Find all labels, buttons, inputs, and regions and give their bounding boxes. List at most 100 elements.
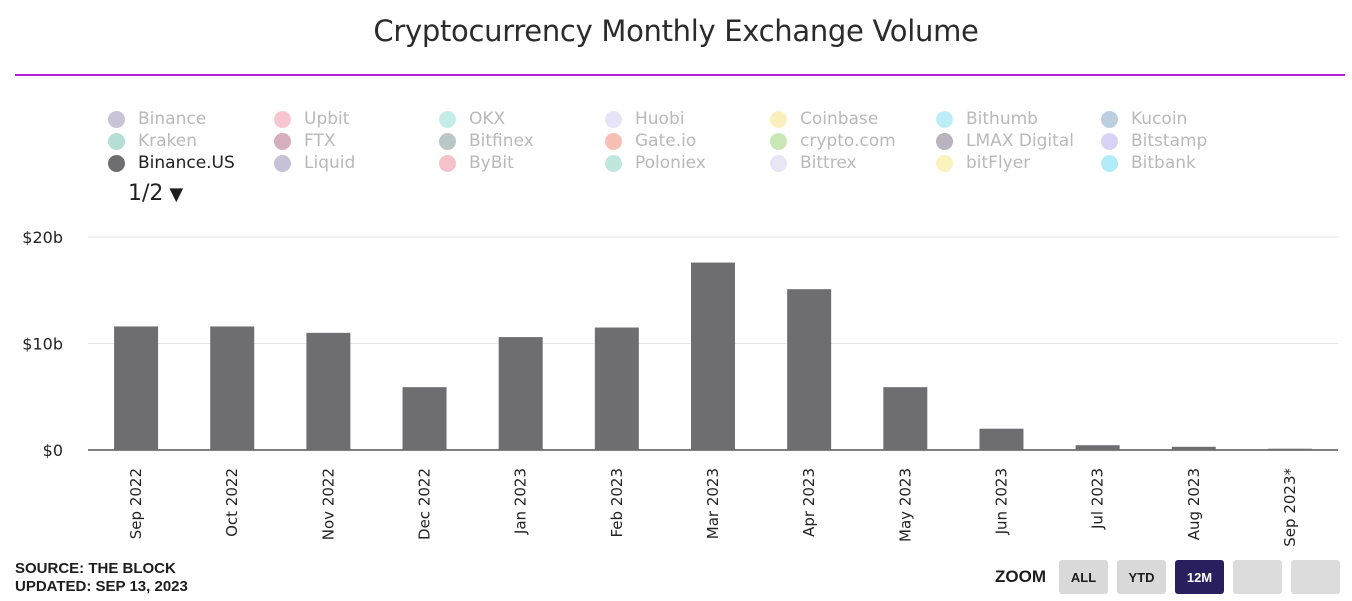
source-note: SOURCE: THE BLOCK UPDATED: SEP 13, 2023 [15, 560, 188, 596]
zoom-button[interactable] [1233, 560, 1282, 594]
updated-label: UPDATED: SEP 13, 2023 [15, 578, 188, 595]
legend-label: Binance [138, 109, 207, 129]
legend-marker [439, 110, 456, 128]
legend-label: crypto.com [800, 131, 896, 151]
legend-item[interactable]: bitFlyer [936, 152, 1030, 174]
x-tick-label: Dec 2022 [416, 468, 434, 540]
legend-pager: 1/2 ▼ [128, 181, 183, 206]
zoom-controls: ZOOM ALL YTD 12M [995, 560, 1349, 594]
title-divider [15, 74, 1345, 76]
legend: Binance Upbit OKX Huobi Coinbase Bithumb Kucoi… [108, 108, 1348, 180]
legend-item[interactable]: Bitbank [1101, 152, 1196, 174]
legend-item[interactable]: Bitfinex [439, 130, 534, 152]
legend-marker [936, 110, 953, 128]
zoom-button[interactable]: YTD [1117, 560, 1166, 594]
bar [498, 337, 543, 450]
x-tick-label: Aug 2023 [1185, 468, 1203, 540]
legend-label: Kraken [138, 131, 198, 151]
y-tick-label: $20b [22, 228, 63, 247]
legend-label: Bitbank [1131, 153, 1196, 173]
legend-item[interactable]: LMAX Digital [936, 130, 1074, 152]
legend-item[interactable]: Bithumb [936, 108, 1038, 130]
legend-marker [108, 132, 125, 150]
x-tick-label: Jan 2023 [512, 468, 530, 535]
x-tick-label: Apr 2023 [800, 468, 818, 537]
bar [114, 326, 159, 450]
legend-marker [605, 154, 622, 172]
x-tick-label: May 2023 [896, 468, 914, 542]
legend-marker [274, 132, 291, 150]
legend-item[interactable]: Huobi [605, 108, 684, 130]
legend-item[interactable]: ByBit [439, 152, 514, 174]
legend-label: FTX [304, 131, 336, 151]
x-tick-label: Jun 2023 [992, 468, 1010, 535]
zoom-button[interactable]: ALL [1059, 560, 1108, 594]
legend-label: Upbit [304, 109, 350, 129]
legend-item[interactable]: Gate.io [605, 130, 696, 152]
legend-label: Coinbase [800, 109, 879, 129]
legend-item[interactable]: Bitstamp [1101, 130, 1207, 152]
legend-label: Binance.US [138, 153, 235, 173]
legend-label: Bitfinex [469, 131, 534, 151]
legend-item[interactable]: Liquid [274, 152, 355, 174]
x-tick-label: Nov 2022 [319, 468, 337, 540]
legend-marker [936, 154, 953, 172]
legend-item[interactable]: Kucoin [1101, 108, 1187, 130]
x-tick-label: Sep 2023* [1281, 468, 1299, 547]
legend-label: ByBit [469, 153, 514, 173]
legend-item[interactable]: Binance.US [108, 152, 235, 174]
bar [1267, 448, 1312, 450]
legend-marker [439, 132, 456, 150]
legend-label: Gate.io [635, 131, 697, 151]
legend-marker [274, 154, 291, 172]
legend-item[interactable]: Upbit [274, 108, 349, 130]
legend-marker [1101, 132, 1118, 150]
zoom-button[interactable]: 12M [1175, 560, 1224, 594]
legend-marker [439, 154, 456, 172]
bar [210, 326, 255, 450]
legend-label: Bitstamp [1131, 131, 1208, 151]
legend-label: Bithumb [966, 109, 1038, 129]
legend-marker [605, 132, 622, 150]
legend-item[interactable]: Binance [108, 108, 206, 130]
legend-marker [936, 132, 953, 150]
legend-item[interactable]: OKX [439, 108, 505, 130]
zoom-label: ZOOM [995, 567, 1046, 586]
y-tick-label: $0 [43, 441, 63, 460]
bar [979, 428, 1024, 450]
x-tick-label: Feb 2023 [608, 468, 626, 538]
legend-label: Kucoin [1131, 109, 1188, 129]
y-tick-label: $10b [22, 335, 63, 354]
zoom-button[interactable] [1291, 560, 1340, 594]
legend-marker [770, 110, 787, 128]
source-label: SOURCE: THE BLOCK [15, 560, 176, 577]
legend-marker [1101, 154, 1118, 172]
legend-item[interactable]: Bittrex [770, 152, 857, 174]
legend-marker [108, 110, 125, 128]
legend-label: LMAX Digital [966, 131, 1074, 151]
legend-label: Bittrex [800, 153, 857, 173]
legend-marker [274, 110, 291, 128]
legend-marker [770, 154, 787, 172]
bar [306, 332, 351, 450]
bar [1171, 446, 1216, 450]
legend-item[interactable]: Poloniex [605, 152, 706, 174]
legend-item[interactable]: Kraken [108, 130, 197, 152]
legend-item[interactable]: FTX [274, 130, 336, 152]
bar [883, 387, 928, 450]
legend-marker [770, 132, 787, 150]
legend-page-indicator: 1/2 [128, 181, 164, 206]
bar [594, 327, 639, 450]
legend-item[interactable]: crypto.com [770, 130, 896, 152]
legend-label: bitFlyer [966, 153, 1031, 173]
legend-item[interactable]: Coinbase [770, 108, 878, 130]
legend-next-page-button[interactable]: ▼ [169, 184, 184, 205]
x-tick-label: Mar 2023 [704, 468, 722, 539]
bar [402, 387, 447, 450]
legend-marker [1101, 110, 1118, 128]
bar [691, 262, 735, 450]
legend-label: Poloniex [635, 153, 706, 173]
legend-label: Liquid [304, 153, 356, 173]
bar [1075, 445, 1120, 450]
legend-label: Huobi [635, 109, 685, 129]
